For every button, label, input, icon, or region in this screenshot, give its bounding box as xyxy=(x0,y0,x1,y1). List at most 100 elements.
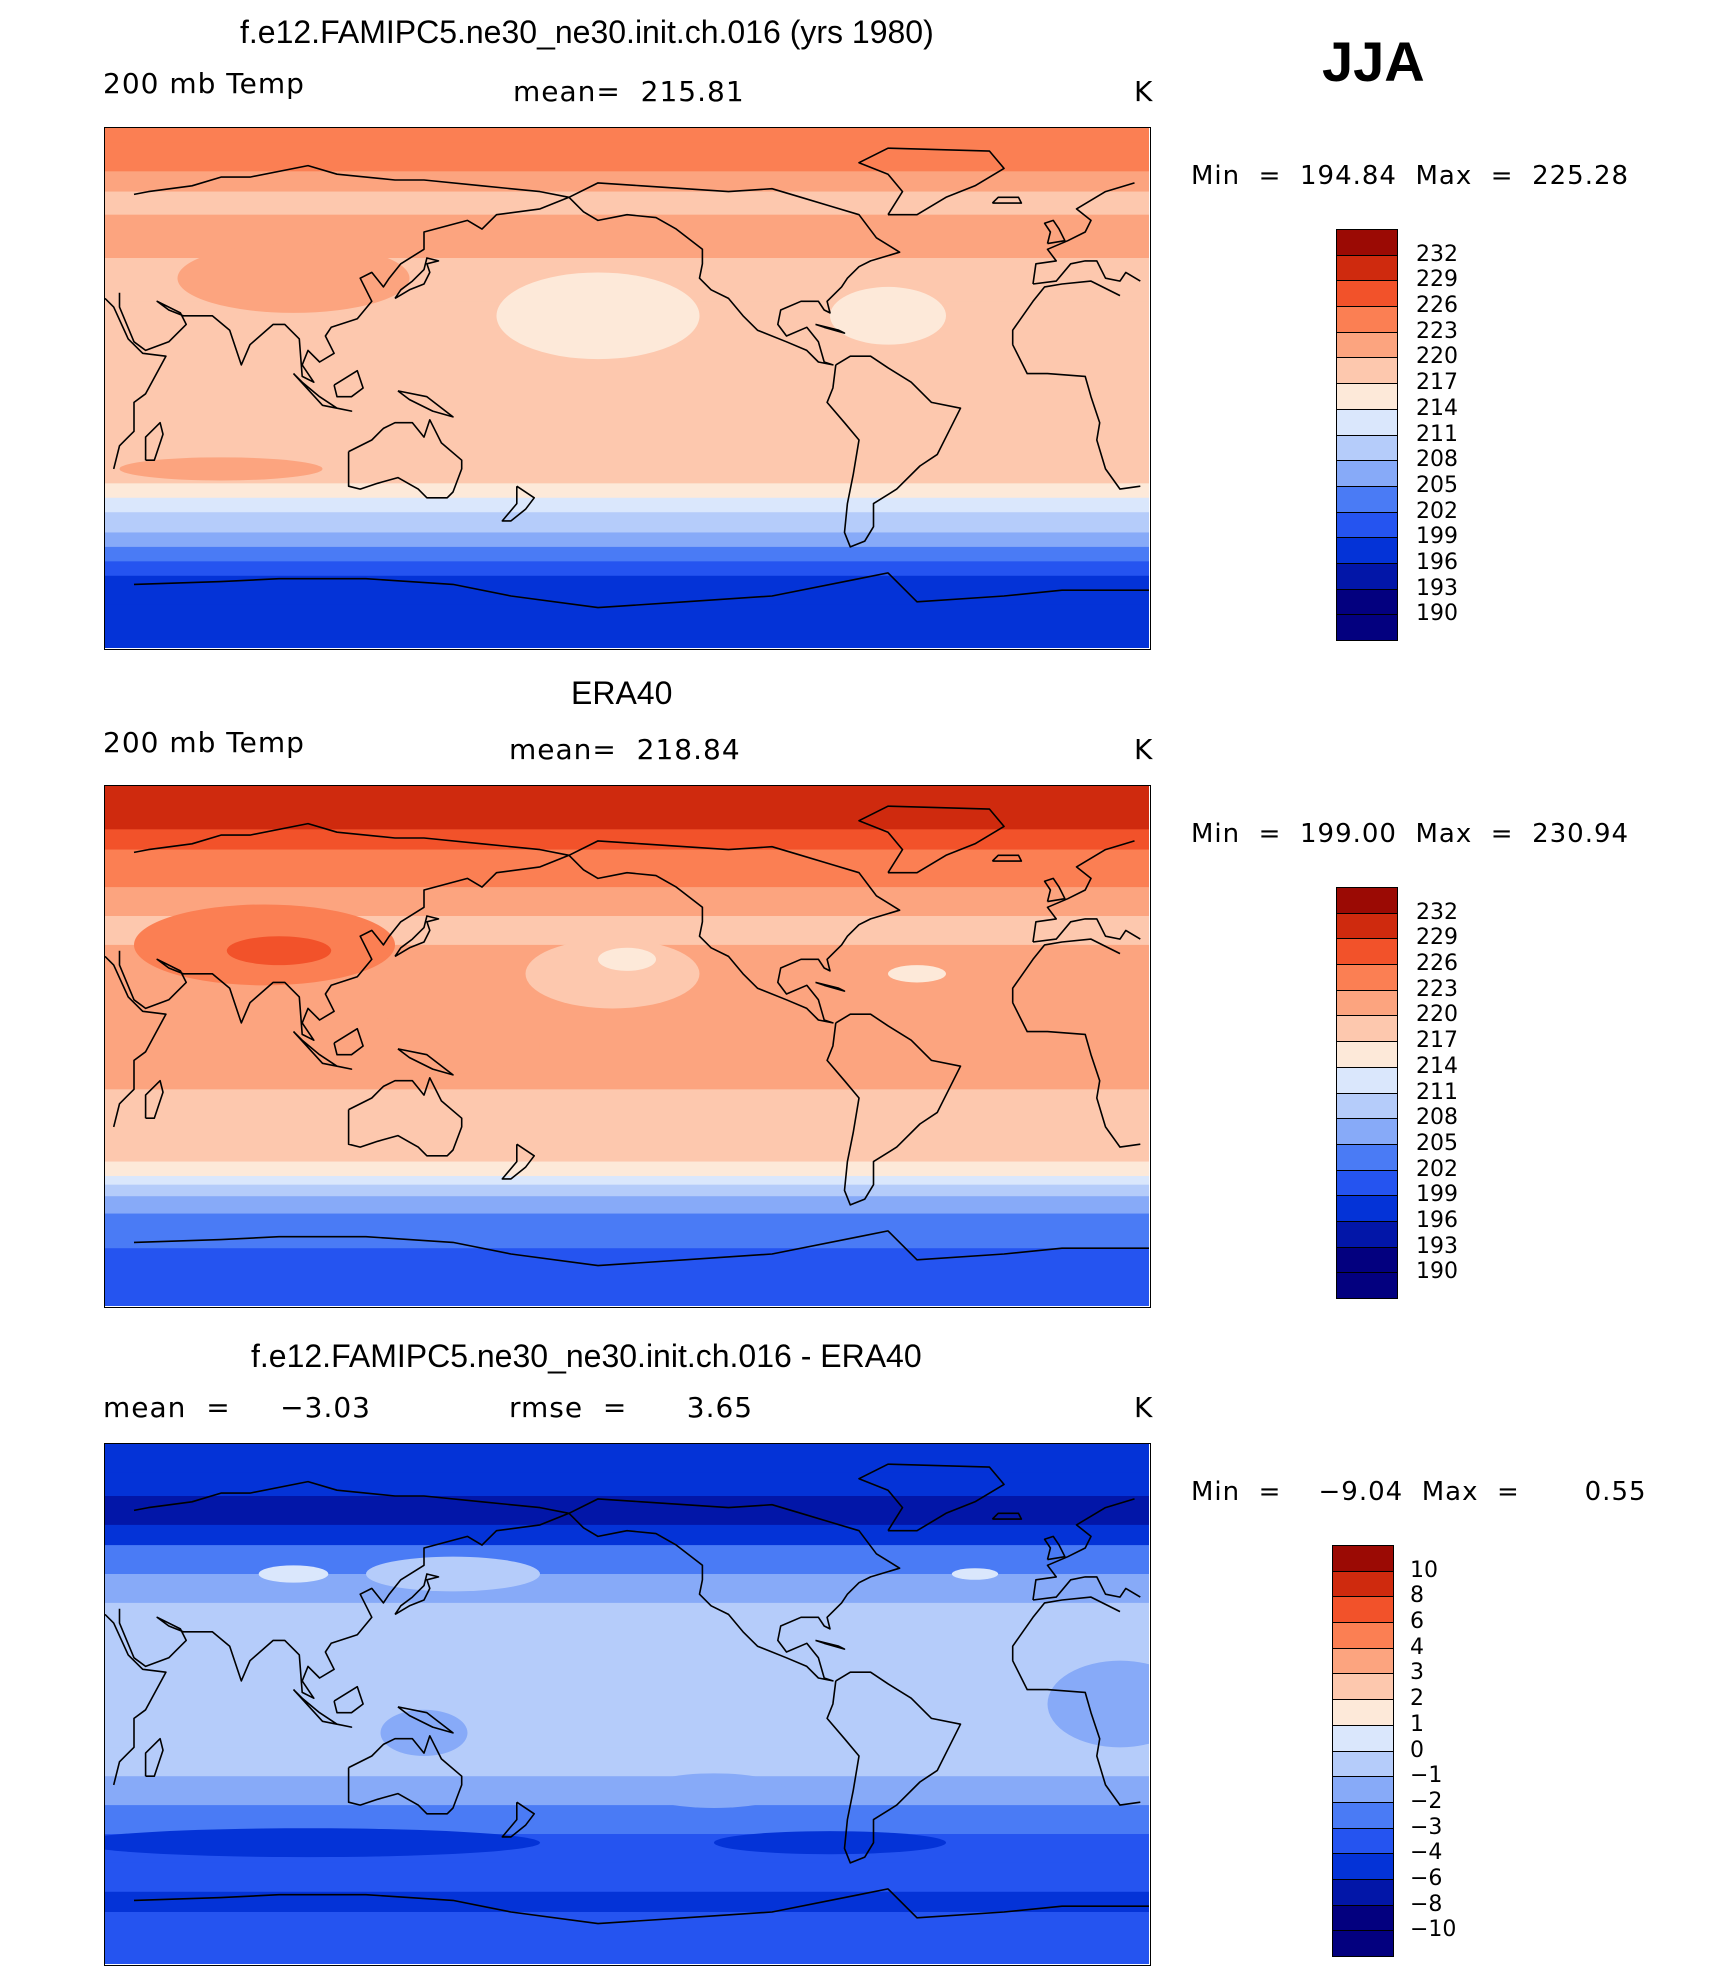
coastline xyxy=(501,485,535,522)
coastline xyxy=(991,854,1023,862)
colorbar-swatch xyxy=(1332,1570,1394,1598)
colorbar-swatch xyxy=(1336,280,1398,308)
colorbar-swatch xyxy=(1336,485,1398,513)
panel-mean-label: mean= 218.84 xyxy=(509,733,741,766)
panel-title: f.e12.FAMIPC5.ne30_ne30.init.ch.016 (yrs… xyxy=(240,14,934,50)
contour-band xyxy=(105,1089,1149,1134)
coastline xyxy=(394,1573,440,1616)
coastline xyxy=(397,390,454,418)
contour-band xyxy=(105,1196,1149,1215)
contour-band xyxy=(105,1444,1149,1474)
season-label: JJA xyxy=(1322,30,1425,93)
coastline xyxy=(826,1671,962,1864)
colorbar-swatch xyxy=(1332,1930,1394,1957)
contour-band xyxy=(105,1776,1149,1806)
coastline xyxy=(347,419,463,499)
colorbar-swatch xyxy=(1332,1827,1394,1855)
colorbar-tick-label: 220 xyxy=(1416,344,1458,370)
colorbar-swatch xyxy=(1336,229,1398,256)
colorbar-tick-label: 205 xyxy=(1416,472,1458,498)
difference-map xyxy=(104,1443,1151,1966)
colorbar-swatch xyxy=(1332,1699,1394,1726)
colorbar-tick-label: 193 xyxy=(1416,1233,1458,1259)
colorbar-tick-label: −6 xyxy=(1410,1865,1443,1891)
coastline xyxy=(118,164,1141,383)
contour-band xyxy=(105,512,1149,533)
contour-region xyxy=(641,1773,787,1808)
colorbar-tick-label: −1 xyxy=(1410,1763,1443,1789)
contour-band xyxy=(105,1132,1149,1163)
contour-band xyxy=(105,497,1149,513)
contour-region xyxy=(714,1831,946,1855)
colorbar-swatch xyxy=(1336,434,1398,462)
colorbar-tick-label: 229 xyxy=(1416,267,1458,293)
colorbar-swatch xyxy=(1332,1596,1394,1624)
colorbar-swatch xyxy=(1332,1647,1394,1675)
colorbar-swatch xyxy=(1332,1878,1394,1906)
temperature-map xyxy=(104,127,1151,650)
colorbar-tick-label: 199 xyxy=(1416,524,1458,550)
colorbar-swatch xyxy=(1336,1195,1398,1222)
contour-band xyxy=(105,1184,1149,1197)
contour-band xyxy=(105,1891,1149,1913)
colorbar-tick-label: 223 xyxy=(1416,318,1458,344)
colorbar-tick-label: 2 xyxy=(1410,1686,1424,1712)
coastline xyxy=(568,1498,901,1682)
colorbar-tick-label: −4 xyxy=(1410,1840,1443,1866)
colorbar-swatch xyxy=(1332,1801,1394,1829)
colorbar-swatch xyxy=(1336,887,1398,914)
contour-band xyxy=(105,604,1149,648)
contour-band xyxy=(105,1002,1149,1047)
contour-band xyxy=(105,1213,1149,1249)
coastline xyxy=(826,355,962,548)
colorbar-tick-label: 190 xyxy=(1416,601,1458,627)
colorbar-swatch xyxy=(1332,1904,1394,1932)
colorbar-tick-label: 217 xyxy=(1416,1028,1458,1054)
coastline xyxy=(347,1735,463,1815)
colorbar-swatch xyxy=(1336,408,1398,436)
colorbar-swatch xyxy=(1336,912,1398,940)
contour-band xyxy=(105,532,1149,548)
colorbar-swatch xyxy=(1336,562,1398,590)
coastline xyxy=(1043,1535,1066,1561)
panel-left-label: 200 mb Temp xyxy=(103,67,305,100)
colorbar-swatch xyxy=(1336,1169,1398,1197)
colorbar-tick-label: 211 xyxy=(1416,1079,1458,1105)
contour-band xyxy=(105,1524,1149,1546)
coastline xyxy=(133,1230,1149,1267)
colorbar-tick-label: 229 xyxy=(1416,925,1458,951)
colorbar-tick-label: 196 xyxy=(1416,1207,1458,1233)
colorbar-tick-label: 199 xyxy=(1416,1182,1458,1208)
contour-region xyxy=(951,1568,999,1580)
colorbar-swatch xyxy=(1336,1092,1398,1120)
contour-region xyxy=(830,286,946,345)
colorbar-swatch xyxy=(1336,306,1398,333)
contour-band xyxy=(105,1472,1149,1497)
colorbar-tick-label: 214 xyxy=(1416,395,1458,421)
contour-band xyxy=(105,1248,1149,1306)
colorbar-tick-label: −10 xyxy=(1410,1917,1457,1943)
coastline xyxy=(858,147,1005,216)
contour-band xyxy=(105,1046,1149,1090)
colorbar-swatch xyxy=(1336,357,1398,385)
coastline xyxy=(991,196,1023,204)
contour-region xyxy=(226,936,332,966)
panel-mean-label: mean = −3.03 xyxy=(103,1391,371,1424)
contour-band xyxy=(105,191,1149,216)
colorbar-tick-label: 202 xyxy=(1416,498,1458,524)
contour-band xyxy=(105,460,1149,484)
coastline xyxy=(333,369,364,398)
coastline xyxy=(133,1888,1149,1925)
colorbar-swatch xyxy=(1336,588,1398,616)
contour-band xyxy=(105,359,1149,418)
colorbar-swatch xyxy=(1332,1776,1394,1803)
coastline xyxy=(105,1596,1141,1806)
contour-band xyxy=(105,483,1149,499)
contour-band xyxy=(105,561,1149,577)
colorbar-tick-label: −3 xyxy=(1410,1814,1443,1840)
contour-band xyxy=(105,1660,1149,1705)
min-max-label: Min = 199.00 Max = 230.94 xyxy=(1191,819,1630,849)
colorbar-tick-label: 4 xyxy=(1410,1634,1424,1660)
coastline xyxy=(815,1639,846,1650)
colorbar-swatch xyxy=(1336,1041,1398,1068)
